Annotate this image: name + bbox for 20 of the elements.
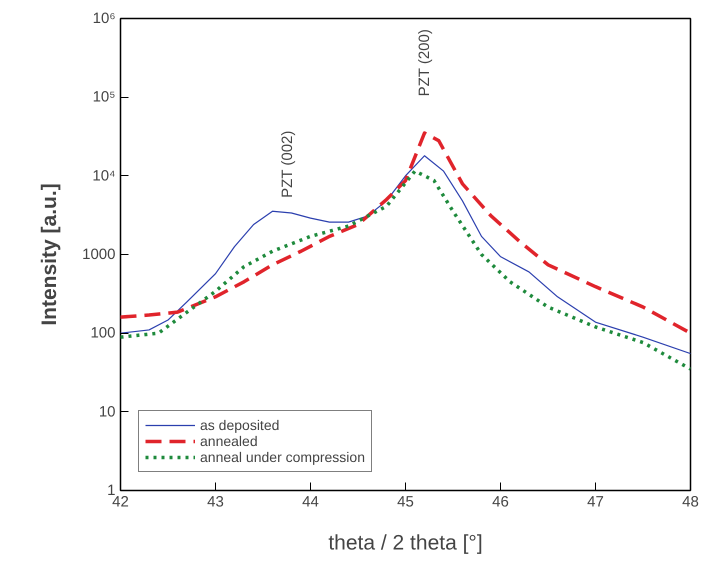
y-tick-label: 10 <box>98 403 116 420</box>
line-series <box>120 131 690 335</box>
annotation: PZT (002) <box>279 130 296 198</box>
y-tick-label: 1000 <box>82 246 116 263</box>
x-tick-label: 46 <box>492 494 509 510</box>
y-axis-title: Intensity [a.u.] <box>38 183 62 326</box>
x-tick-label: 48 <box>682 494 699 510</box>
x-axis-title: theta / 2 theta [°] <box>328 532 483 554</box>
x-tick-label: 44 <box>302 494 319 510</box>
y-tick-label: 10⁵ <box>92 88 116 106</box>
y-tick-label: 10⁶ <box>92 10 116 27</box>
y-tick-label: 10⁴ <box>92 167 116 184</box>
legend-label: as deposited <box>200 417 280 433</box>
annotation: PZT (200) <box>416 29 433 96</box>
y-tick-label: 100 <box>90 324 116 342</box>
x-tick-label: 47 <box>587 494 604 510</box>
x-tick-label: 45 <box>397 494 414 510</box>
legend-label: annealed <box>200 433 258 449</box>
x-tick-label: 43 <box>207 494 224 510</box>
legend-label: anneal under compression <box>200 449 365 465</box>
